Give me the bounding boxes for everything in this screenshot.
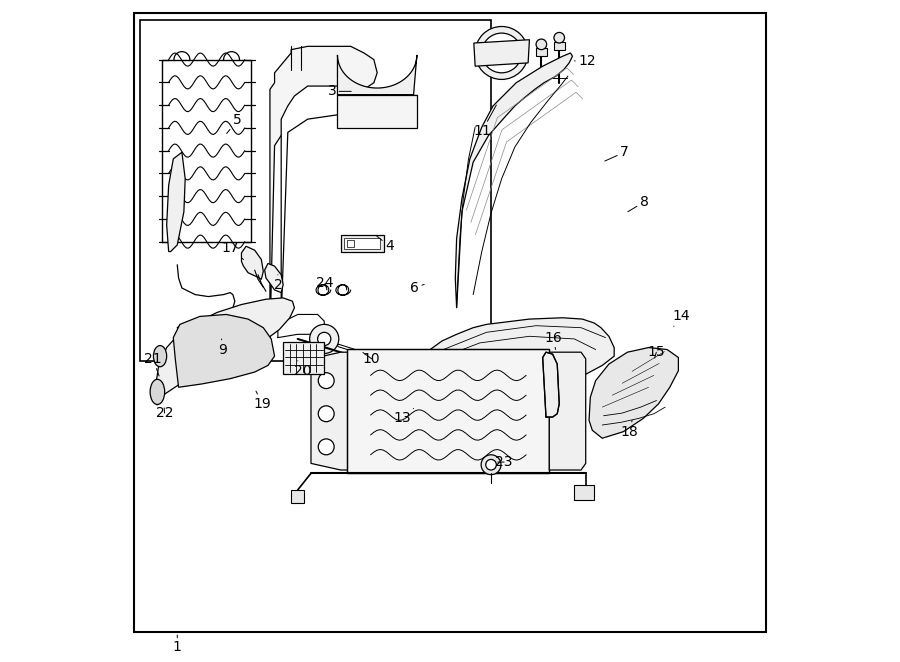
Bar bbox=[536, 48, 546, 56]
Polygon shape bbox=[589, 348, 679, 438]
Circle shape bbox=[482, 33, 521, 73]
Polygon shape bbox=[549, 352, 586, 470]
Text: 15: 15 bbox=[647, 345, 665, 359]
Polygon shape bbox=[424, 318, 614, 401]
Text: 11: 11 bbox=[473, 105, 496, 138]
Text: 22: 22 bbox=[156, 406, 174, 420]
Circle shape bbox=[319, 406, 334, 422]
Text: 10: 10 bbox=[363, 352, 381, 366]
Text: 20: 20 bbox=[294, 361, 312, 378]
Text: 2: 2 bbox=[274, 275, 283, 292]
Ellipse shape bbox=[153, 346, 166, 367]
Text: 8: 8 bbox=[628, 195, 649, 212]
Bar bbox=[284, 342, 324, 374]
Circle shape bbox=[475, 26, 528, 79]
Circle shape bbox=[319, 439, 334, 455]
Text: 5: 5 bbox=[227, 113, 241, 134]
Circle shape bbox=[310, 324, 338, 354]
Text: 14: 14 bbox=[672, 309, 689, 326]
Polygon shape bbox=[543, 352, 559, 417]
Polygon shape bbox=[270, 46, 377, 338]
Polygon shape bbox=[347, 349, 549, 473]
Text: 17: 17 bbox=[221, 241, 244, 260]
Bar bbox=[341, 235, 383, 252]
Circle shape bbox=[176, 330, 184, 338]
Text: 24: 24 bbox=[316, 276, 334, 291]
Bar bbox=[140, 20, 491, 361]
Circle shape bbox=[536, 39, 546, 50]
Circle shape bbox=[319, 373, 334, 389]
Text: 6: 6 bbox=[410, 281, 424, 295]
Circle shape bbox=[482, 455, 501, 475]
Text: 4: 4 bbox=[376, 236, 393, 254]
Text: 13: 13 bbox=[393, 408, 414, 426]
Ellipse shape bbox=[150, 379, 165, 404]
Polygon shape bbox=[281, 86, 364, 318]
Polygon shape bbox=[156, 298, 294, 405]
Bar bbox=[338, 95, 417, 128]
Text: 21: 21 bbox=[144, 352, 162, 376]
Bar bbox=[344, 238, 381, 249]
Bar bbox=[554, 42, 564, 50]
Polygon shape bbox=[311, 352, 347, 470]
Text: 18: 18 bbox=[621, 420, 639, 439]
Text: 19: 19 bbox=[254, 391, 271, 411]
Text: 1: 1 bbox=[173, 635, 182, 655]
Text: 23: 23 bbox=[495, 455, 513, 469]
Circle shape bbox=[486, 459, 496, 470]
Polygon shape bbox=[338, 55, 417, 95]
Polygon shape bbox=[473, 40, 529, 66]
Polygon shape bbox=[174, 314, 274, 387]
Polygon shape bbox=[241, 246, 264, 279]
Circle shape bbox=[554, 32, 564, 43]
Circle shape bbox=[318, 332, 331, 346]
Text: 9: 9 bbox=[218, 339, 227, 357]
Bar bbox=[291, 490, 304, 503]
Bar bbox=[574, 485, 594, 500]
Polygon shape bbox=[374, 350, 387, 363]
Polygon shape bbox=[265, 263, 284, 293]
Text: 16: 16 bbox=[544, 330, 562, 350]
Text: 3: 3 bbox=[328, 84, 351, 99]
Text: 7: 7 bbox=[605, 145, 629, 161]
Bar bbox=[347, 240, 354, 247]
Polygon shape bbox=[455, 53, 572, 308]
Polygon shape bbox=[166, 152, 185, 252]
Text: 12: 12 bbox=[574, 54, 596, 68]
